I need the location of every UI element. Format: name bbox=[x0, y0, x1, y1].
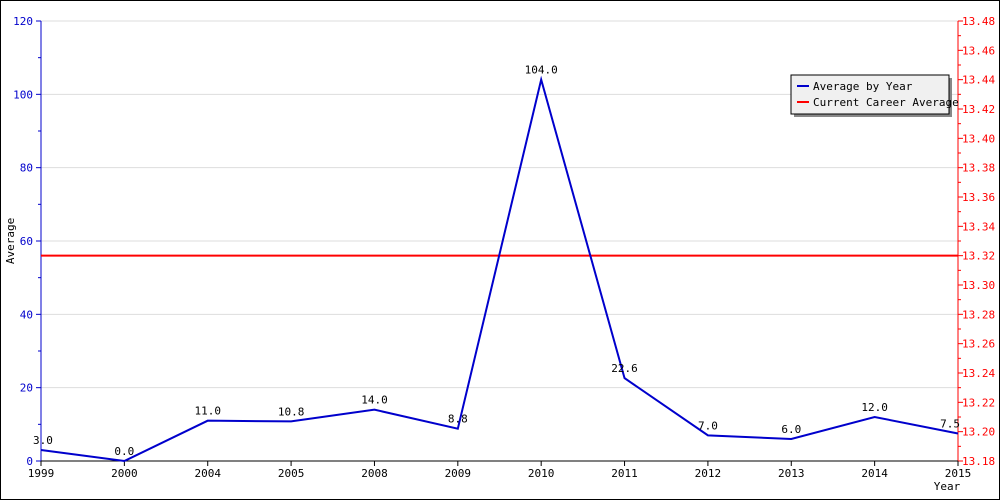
y2-tick-label: 13.32 bbox=[962, 250, 995, 263]
x-tick-label: 1999 bbox=[28, 467, 55, 480]
y2-tick-label: 13.24 bbox=[962, 367, 995, 380]
x-tick-label: 2010 bbox=[528, 467, 555, 480]
y-tick-label: 60 bbox=[20, 235, 33, 248]
x-tick-label: 2009 bbox=[445, 467, 472, 480]
x-tick-label: 2005 bbox=[278, 467, 305, 480]
data-label: 6.0 bbox=[781, 423, 801, 436]
y2-tick-label: 13.22 bbox=[962, 396, 995, 409]
y2-tick-label: 13.18 bbox=[962, 455, 995, 468]
x-tick-label: 2015 bbox=[945, 467, 972, 480]
data-label: 22.6 bbox=[611, 362, 638, 375]
data-label: 0.0 bbox=[114, 445, 134, 458]
data-labels: 3.0 0.0 11.0 10.8 14.0 8.8 104.0 22.6 7.0 6.0 12.0… bbox=[33, 64, 960, 458]
x-tick-label: 2012 bbox=[695, 467, 722, 480]
legend-label-career-average: Current Career Average bbox=[813, 96, 959, 109]
data-label: 8.8 bbox=[448, 413, 468, 426]
y-tick-label: 80 bbox=[20, 162, 33, 175]
y-tick-label: 40 bbox=[20, 308, 33, 321]
y2-tick-label: 13.38 bbox=[962, 162, 995, 175]
y2-tick-label: 13.28 bbox=[962, 308, 995, 321]
x-tick-label: 2000 bbox=[111, 467, 138, 480]
data-label: 104.0 bbox=[525, 64, 558, 77]
series-line-average-by-year bbox=[40, 75, 959, 463]
x-tick-label: 2014 bbox=[861, 467, 888, 480]
y-tick-label: 0 bbox=[26, 455, 33, 468]
data-label: 3.0 bbox=[33, 434, 53, 447]
y-tick-label: 20 bbox=[20, 382, 33, 395]
x-tick-label: 2011 bbox=[611, 467, 638, 480]
axes: 0 20 40 60 80 100 120 13.18 13.20 13.22 13.24 13.26… bbox=[13, 15, 995, 480]
grid-lines bbox=[41, 20, 958, 462]
y2-tick-label: 13.34 bbox=[962, 220, 995, 233]
y-tick-label: 100 bbox=[13, 88, 33, 101]
y2-tick-label: 13.48 bbox=[962, 15, 995, 28]
y2-tick-label: 13.46 bbox=[962, 44, 995, 57]
x-tick-label: 2008 bbox=[361, 467, 388, 480]
series-layer bbox=[40, 75, 959, 463]
y2-tick-label: 13.26 bbox=[962, 338, 995, 351]
x-tick-label: 2013 bbox=[778, 467, 805, 480]
data-label: 11.0 bbox=[194, 405, 221, 418]
data-label: 14.0 bbox=[361, 394, 388, 407]
data-label: 12.0 bbox=[861, 401, 888, 414]
legend: Average by Year Current Career Average bbox=[790, 74, 959, 117]
legend-label-average-by-year: Average by Year bbox=[813, 80, 913, 93]
data-label: 7.0 bbox=[698, 419, 718, 432]
y2-tick-label: 13.30 bbox=[962, 279, 995, 292]
x-tick-label: 2004 bbox=[194, 467, 221, 480]
y2-tick-label: 13.42 bbox=[962, 103, 995, 116]
y2-tick-label: 13.40 bbox=[962, 132, 995, 145]
y2-tick-label: 13.36 bbox=[962, 191, 995, 204]
y2-tick-label: 13.20 bbox=[962, 426, 995, 439]
y-tick-label: 120 bbox=[13, 15, 33, 28]
y-axis-title: Average bbox=[4, 218, 17, 264]
x-axis-title: Year bbox=[934, 480, 961, 493]
data-label: 10.8 bbox=[278, 405, 305, 418]
data-label: 7.5 bbox=[940, 418, 960, 431]
y2-tick-label: 13.44 bbox=[962, 74, 995, 87]
